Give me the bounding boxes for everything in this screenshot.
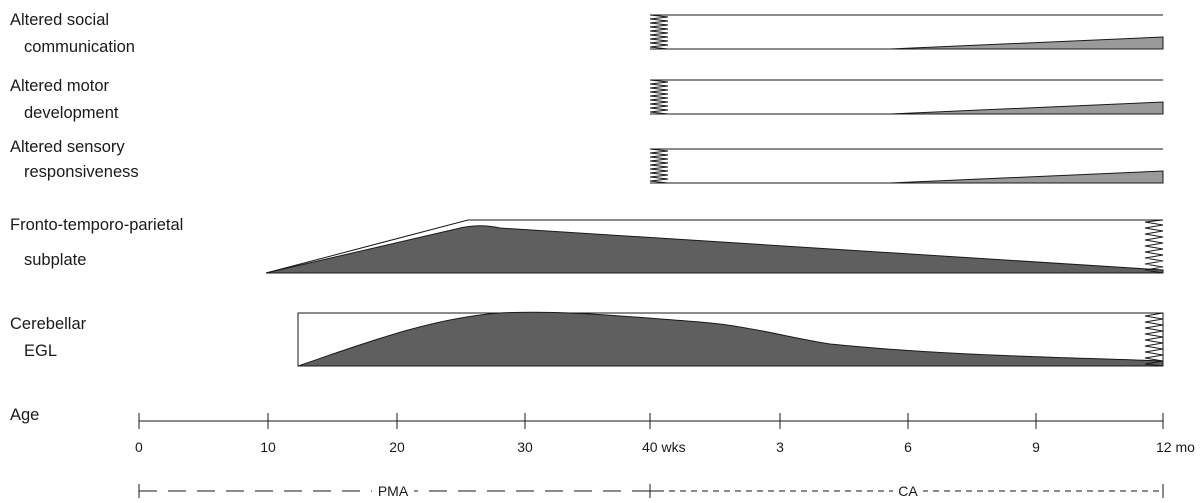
age-bands: PMA CA bbox=[138, 482, 1164, 499]
social-bar bbox=[649, 14, 1164, 50]
subplate-label-line1: Fronto-temporo-parietal bbox=[10, 216, 183, 234]
subplate-bar bbox=[265, 219, 1164, 274]
age-tick-label: 30 bbox=[517, 439, 533, 455]
egl-label-line2: EGL bbox=[24, 342, 57, 360]
subplate-label-line2: subplate bbox=[24, 251, 86, 269]
sensory-start-zigzag bbox=[649, 148, 669, 184]
social-label-line2: communication bbox=[24, 38, 135, 56]
age-axis-tick-labels: 0 10 20 30 40 wks 3 6 9 12 mo bbox=[135, 439, 1195, 455]
sensory-label-line1: Altered sensory bbox=[10, 138, 125, 156]
age-axis-label: Age bbox=[10, 406, 39, 424]
social-label-line1: Altered social bbox=[10, 11, 109, 29]
age-tick-label: 12 mo bbox=[1156, 439, 1195, 455]
motor-emergence-wedge bbox=[889, 101, 1164, 115]
pma-band-label: PMA bbox=[378, 483, 409, 498]
ca-band-label: CA bbox=[898, 483, 918, 498]
motor-bar bbox=[649, 79, 1164, 115]
age-axis: 0 10 20 30 40 wks 3 6 9 12 mo bbox=[135, 413, 1195, 455]
row-labels: Altered social communication Altered mot… bbox=[10, 11, 183, 424]
age-tick-label: 10 bbox=[260, 439, 276, 455]
motor-label-line2: development bbox=[24, 104, 119, 122]
egl-volume-curve bbox=[297, 311, 1164, 367]
motor-start-zigzag bbox=[649, 79, 669, 115]
age-tick-label: 20 bbox=[389, 439, 405, 455]
subplate-volume-curve bbox=[265, 225, 1164, 274]
social-start-zigzag bbox=[649, 14, 669, 50]
age-axis-ticks bbox=[138, 413, 1164, 429]
age-tick-label: 3 bbox=[776, 439, 784, 455]
age-tick-label: 9 bbox=[1032, 439, 1040, 455]
subplate-end-zigzag bbox=[1144, 219, 1164, 274]
age-tick-label: 40 wks bbox=[642, 439, 686, 455]
age-tick-label: 6 bbox=[904, 439, 912, 455]
motor-label-line1: Altered motor bbox=[10, 77, 110, 95]
egl-bar bbox=[297, 311, 1164, 367]
age-tick-label: 0 bbox=[135, 439, 143, 455]
sensory-emergence-wedge bbox=[889, 170, 1164, 184]
egl-label-line1: Cerebellar bbox=[10, 315, 87, 333]
social-emergence-wedge bbox=[889, 36, 1164, 50]
subplate-outline bbox=[265, 219, 1163, 274]
egl-end-zigzag bbox=[1144, 312, 1164, 367]
sensory-bar bbox=[649, 148, 1164, 184]
sensory-label-line2: responsiveness bbox=[24, 163, 139, 181]
